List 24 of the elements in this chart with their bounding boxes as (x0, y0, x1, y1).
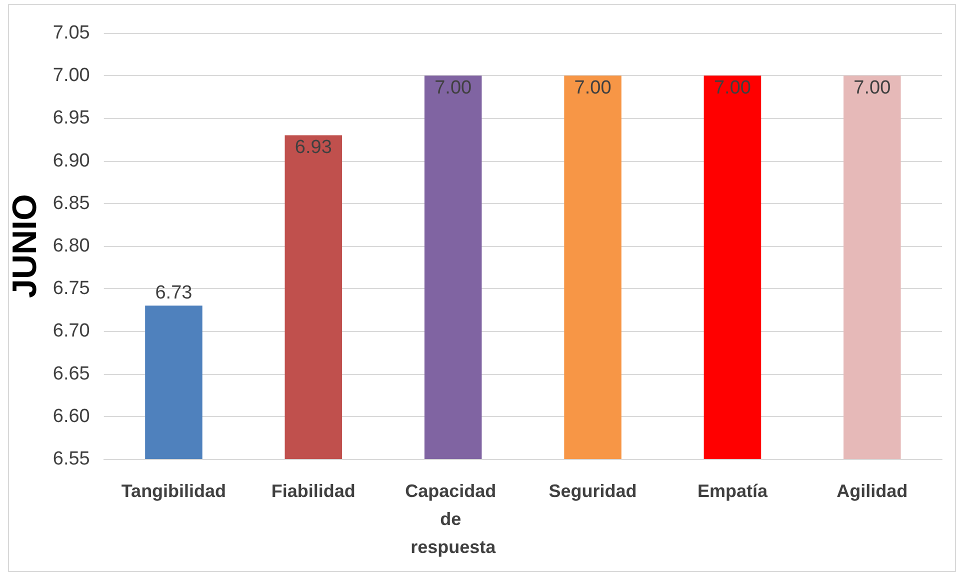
y-tick-label: 6.90 (52, 150, 90, 172)
y-tick-label: 6.60 (52, 406, 90, 427)
x-tick-label: Empatía (697, 481, 768, 501)
y-tick-label: 7.00 (52, 65, 90, 86)
x-tick-label: Seguridad (548, 481, 637, 501)
y-axis-title: JUNIO (6, 194, 44, 298)
data-label: 7.00 (854, 78, 891, 99)
x-tick-label: Tangibilidad (121, 481, 226, 501)
y-tick-label: 6.70 (52, 320, 90, 342)
data-label: 6.93 (294, 137, 332, 158)
y-tick-label: 6.65 (52, 363, 90, 384)
y-tick-label: 6.95 (52, 108, 90, 129)
data-label: 7.00 (574, 78, 612, 99)
y-tick-label: 6.55 (52, 448, 90, 470)
y-tick-label: 6.75 (52, 278, 90, 300)
y-tick-label: 6.80 (52, 236, 90, 256)
x-tick-label: Agilidad (836, 481, 908, 501)
x-tick-label: Fiabilidad (271, 481, 356, 501)
y-tick-label: 6.85 (52, 192, 90, 214)
data-label: 7.00 (434, 78, 472, 99)
y-tick-label: 7.05 (52, 22, 90, 44)
data-label: 7.00 (714, 78, 751, 99)
data-label: 6.73 (155, 282, 192, 304)
x-tick-label: Capacidad de respuesta (405, 481, 502, 557)
